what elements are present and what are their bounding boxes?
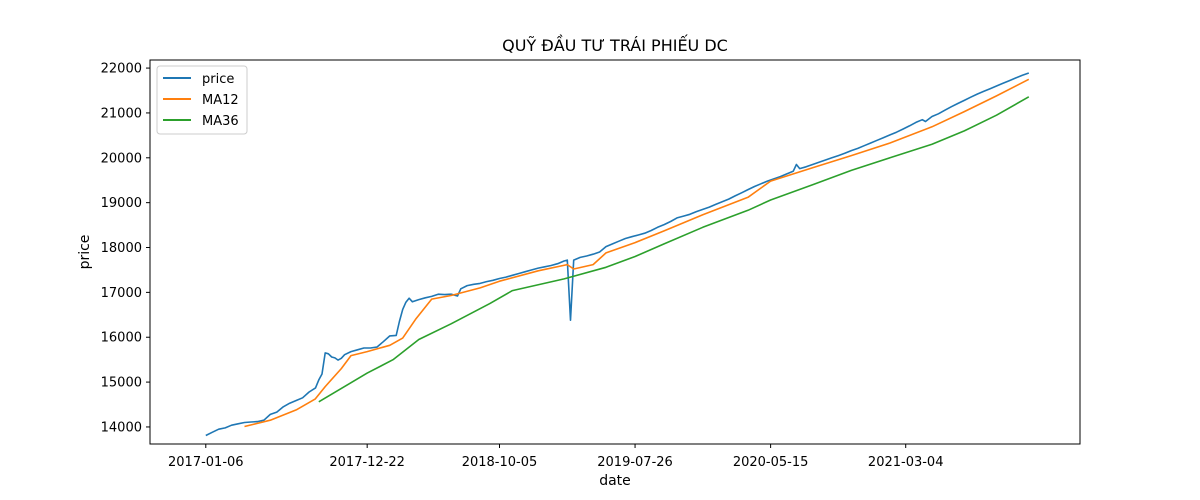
x-tick-label: 2020-05-15 bbox=[733, 455, 809, 470]
y-tick-label: 14000 bbox=[101, 420, 142, 435]
legend-label-ma12: MA12 bbox=[202, 93, 239, 108]
y-tick-label: 22000 bbox=[101, 62, 142, 77]
legend: price MA12 MA36 bbox=[156, 65, 248, 135]
legend-entries: price MA12 MA36 bbox=[163, 72, 239, 129]
y-tick-label: 19000 bbox=[101, 196, 142, 211]
x-axis-ticks: 2017-01-06 2017-12-22 2018-10-05 2019-07-26… bbox=[168, 444, 943, 470]
y-axis-label: price bbox=[77, 235, 93, 270]
x-axis-label: date bbox=[599, 473, 631, 489]
series-layer bbox=[205, 72, 1030, 437]
series-line-ma36 bbox=[318, 96, 1030, 403]
legend-label-price: price bbox=[202, 72, 234, 87]
x-tick-label: 2019-07-26 bbox=[597, 455, 673, 470]
plot-frame bbox=[149, 59, 1081, 445]
x-tick-label: 2021-03-04 bbox=[868, 455, 944, 470]
y-tick-label: 16000 bbox=[101, 331, 142, 346]
x-tick-label: 2017-12-22 bbox=[329, 455, 405, 470]
legend-label-ma36: MA36 bbox=[202, 114, 239, 129]
series-line-ma12 bbox=[244, 78, 1030, 428]
y-tick-label: 20000 bbox=[101, 151, 142, 166]
x-tick-label: 2017-01-06 bbox=[168, 455, 244, 470]
x-tick-label: 2018-10-05 bbox=[462, 455, 538, 470]
y-tick-label: 17000 bbox=[101, 286, 142, 301]
chart-title: QUỸ ĐẦU TƯ TRÁI PHIẾU DC bbox=[502, 34, 728, 55]
y-tick-label: 15000 bbox=[101, 376, 142, 391]
y-axis-ticks: 14000 15000 16000 17000 18000 19000 20000 21000… bbox=[101, 62, 150, 435]
y-tick-label: 18000 bbox=[101, 241, 142, 256]
y-tick-label: 21000 bbox=[101, 106, 142, 121]
legend-box bbox=[156, 65, 248, 135]
series-line-price bbox=[205, 72, 1030, 437]
